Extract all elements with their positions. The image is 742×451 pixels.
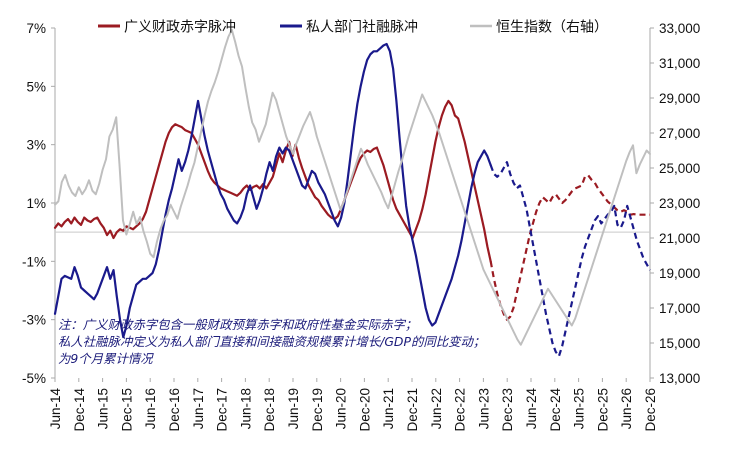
series-line-0 — [53, 99, 492, 263]
x-axis-tick-label: Dec-16 — [167, 388, 182, 432]
right-axis-tick-label: 29,000 — [659, 91, 700, 106]
x-axis-tick-label: Jun-25 — [572, 388, 587, 429]
left-axis-tick-label: 7% — [26, 21, 46, 36]
x-axis-tick-label: Dec-19 — [310, 388, 325, 432]
x-axis-tick-label: Jun-20 — [334, 388, 349, 429]
left-axis-tick-label: -1% — [22, 254, 46, 269]
series-forecast-line-0 — [489, 174, 650, 321]
right-axis-tick-label: 19,000 — [659, 266, 700, 281]
x-axis-tick-label: Jun-15 — [96, 388, 111, 429]
x-axis-tick-label: Dec-14 — [72, 388, 87, 432]
chart-note-line-1: 注：广义财政赤字包含一般财政预算赤字和政府性基金实际赤字； — [58, 317, 417, 332]
left-axis-tick-label: 3% — [26, 138, 46, 153]
x-axis-tick-label: Jun-22 — [429, 388, 444, 429]
left-axis-tick-label: -5% — [22, 371, 46, 386]
left-axis-tick-label: -3% — [22, 313, 46, 328]
right-axis-tick-label: 31,000 — [659, 56, 700, 71]
x-axis-tick-label: Dec-26 — [643, 388, 658, 432]
x-axis-tick-label: Jun-14 — [48, 388, 63, 430]
x-axis-tick-label: Jun-24 — [524, 388, 539, 430]
x-axis-tick-label: Dec-22 — [453, 388, 468, 432]
right-axis-tick-label: 17,000 — [659, 301, 700, 316]
left-axis-tick-label: 1% — [26, 196, 46, 211]
x-axis-tick-label: Jun-19 — [286, 388, 301, 429]
legend-label-1: 私人部门社融脉冲 — [306, 20, 418, 36]
x-axis-tick-label: Dec-21 — [405, 388, 420, 432]
right-axis-tick-label: 15,000 — [659, 336, 700, 351]
right-axis-tick-label: 23,000 — [659, 196, 700, 211]
x-axis-tick-label: Dec-15 — [119, 388, 134, 432]
series-forecast-line-1 — [489, 161, 651, 358]
x-axis-tick-label: Jun-23 — [476, 388, 491, 429]
x-axis-tick-label: Jun-17 — [191, 388, 206, 429]
x-axis-tick-label: Jun-21 — [381, 388, 396, 429]
x-axis-tick-label: Dec-24 — [548, 388, 563, 432]
right-axis-tick-label: 33,000 — [659, 21, 700, 36]
x-axis-tick-label: Dec-20 — [357, 388, 372, 432]
right-axis-tick-label: 27,000 — [659, 126, 700, 141]
right-axis-tick-label: 25,000 — [659, 161, 700, 176]
series-line-1 — [53, 42, 492, 339]
chart-note-line-3: 为9个月累计情况 — [58, 351, 154, 366]
x-axis-tick-label: Dec-25 — [595, 388, 610, 432]
x-axis-tick-label: Jun-26 — [619, 388, 634, 429]
x-axis-tick-label: Dec-17 — [215, 388, 230, 432]
legend-label-0: 广义财政赤字脉冲 — [124, 20, 236, 36]
x-axis-tick-label: Dec-23 — [500, 388, 515, 432]
right-axis-tick-label: 21,000 — [659, 231, 700, 246]
series-line-2 — [54, 28, 651, 346]
x-axis-tick-label: Jun-16 — [143, 388, 158, 429]
x-axis-tick-label: Jun-18 — [238, 388, 253, 429]
chart-note-line-2: 私人社融脉冲定义为私人部门直接和间接融资规模累计增长/GDP的同比变动； — [58, 334, 485, 349]
x-axis-tick-label: Dec-18 — [262, 388, 277, 432]
left-axis-tick-label: 5% — [26, 79, 46, 94]
legend-label-2: 恒生指数（右轴） — [496, 20, 608, 36]
right-axis-tick-label: 13,000 — [659, 371, 700, 386]
